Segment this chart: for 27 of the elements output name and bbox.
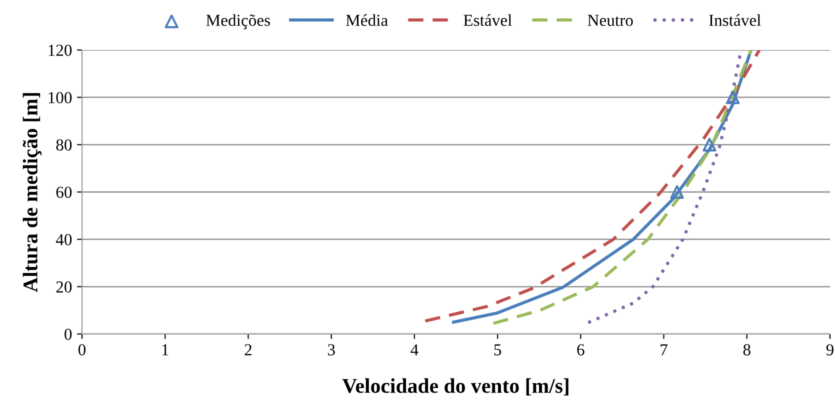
x-tick-label: 6 [577, 344, 584, 356]
point [702, 138, 716, 152]
y-tick-label: 100 [48, 92, 72, 104]
y-tick-label: 60 [56, 186, 72, 198]
x-tick-label: 2 [244, 344, 252, 356]
legend-label: Medições [206, 14, 270, 30]
x-tick-label: 4 [410, 344, 418, 356]
x-tick-label: 3 [328, 344, 335, 356]
x-tick-label: 8 [743, 344, 750, 356]
x-tick-label: 1 [162, 344, 168, 356]
y-tick-label: 80 [56, 139, 72, 151]
x-tick-label: 7 [660, 344, 668, 356]
x-tick-label: 5 [494, 344, 502, 356]
x-tick-label: 9 [826, 344, 834, 356]
point [670, 185, 684, 199]
y-tick-label: 120 [48, 44, 72, 56]
legend-label: Média [346, 14, 388, 26]
point [726, 90, 740, 104]
y-tick-label: 40 [56, 234, 72, 246]
x-tick-label: 0 [78, 344, 86, 356]
legend-label: Instável [709, 14, 761, 26]
y-axis-title: Altura de medição [m] [22, 93, 42, 292]
x-axis-title: Velocidade do vento [m/s] [342, 378, 568, 396]
y-tick-label: 20 [56, 281, 72, 293]
y-tick-label: 0 [64, 328, 72, 340]
legend-label: Estável [464, 14, 512, 26]
legend-label: Neutro [588, 14, 633, 26]
